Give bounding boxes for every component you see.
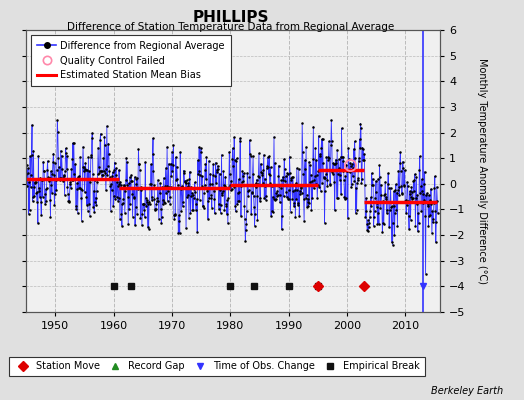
Text: Berkeley Earth: Berkeley Earth: [431, 386, 503, 396]
Legend: Station Move, Record Gap, Time of Obs. Change, Empirical Break: Station Move, Record Gap, Time of Obs. C…: [9, 356, 424, 376]
Y-axis label: Monthly Temperature Anomaly Difference (°C): Monthly Temperature Anomaly Difference (…: [477, 58, 487, 284]
Text: PHILLIPS: PHILLIPS: [192, 10, 269, 25]
Text: Difference of Station Temperature Data from Regional Average: Difference of Station Temperature Data f…: [67, 22, 394, 32]
